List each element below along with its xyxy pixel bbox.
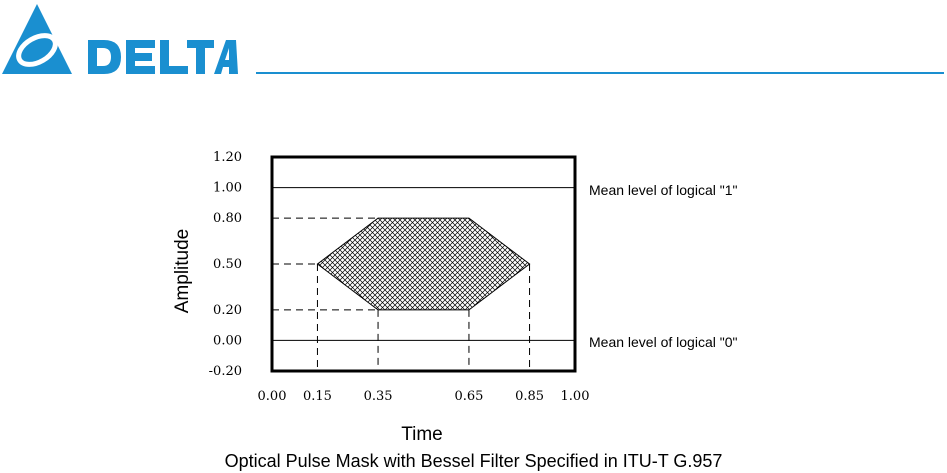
x-axis-label: Time — [401, 424, 443, 445]
y-tick-label: 0.50 — [213, 257, 242, 272]
x-tick-label: 0.15 — [303, 389, 332, 404]
plot-frame — [270, 155, 577, 373]
y-tick-label: 0.20 — [213, 303, 242, 318]
x-tick-label: 0.35 — [364, 389, 393, 404]
figure-caption: Optical Pulse Mask with Bessel Filter Sp… — [224, 451, 723, 471]
annotation-logical-zero: Mean level of logical "0" — [589, 334, 737, 350]
delta-triangle-logo-icon — [2, 4, 72, 74]
header-divider — [256, 72, 944, 74]
y-tick-label: 0.00 — [213, 333, 242, 348]
x-tick-label: 0.00 — [258, 389, 287, 404]
y-tick-label: -0.20 — [209, 364, 242, 379]
x-tick-label: 0.85 — [515, 389, 544, 404]
mask-polygon — [316, 217, 531, 311]
y-tick-label: 1.20 — [213, 150, 242, 165]
annotation-logical-one: Mean level of logical "1" — [589, 182, 737, 198]
x-tick-label: 1.00 — [561, 389, 590, 404]
x-tick-label: 0.65 — [454, 389, 483, 404]
y-tick-label: 1.00 — [213, 181, 242, 196]
delta-wordmark — [88, 40, 238, 74]
y-axis-label: Amplitude — [172, 229, 193, 314]
delta-logo — [2, 4, 238, 74]
y-tick-label: 0.80 — [213, 211, 242, 226]
